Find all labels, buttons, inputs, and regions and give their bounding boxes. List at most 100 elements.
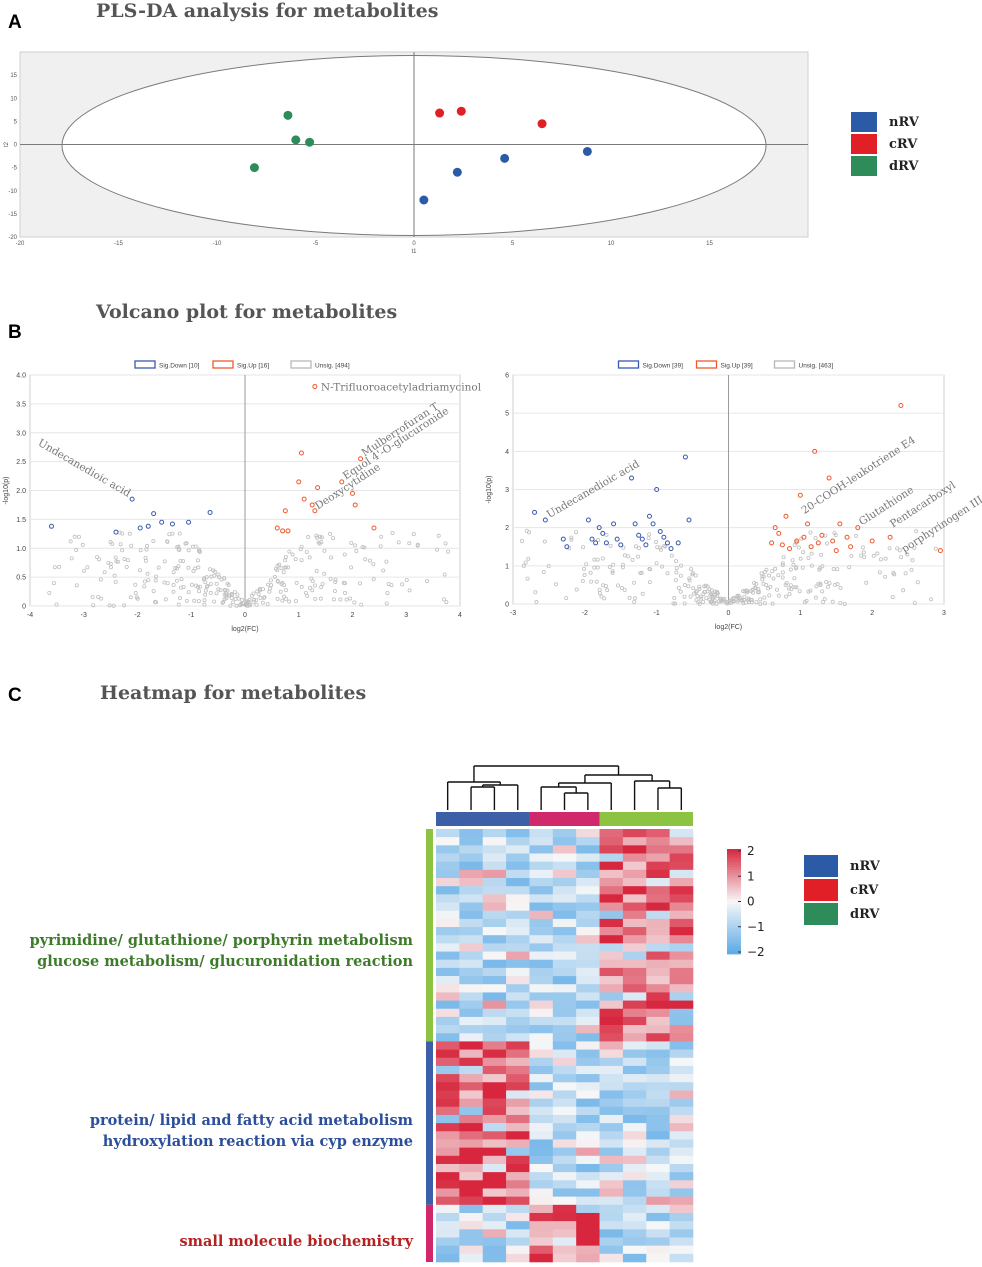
- heatmap-cell: [622, 910, 647, 920]
- unsig-point: [673, 578, 678, 583]
- heatmap-cell: [506, 853, 530, 862]
- unsig-point: [389, 583, 394, 588]
- heatmap-cell: [622, 1245, 647, 1255]
- heatmap-cell: [622, 959, 647, 969]
- heatmap-cell: [622, 878, 647, 887]
- sig-up-point: [830, 538, 836, 544]
- heatmap-cell: [669, 1245, 694, 1255]
- unsig-point: [363, 557, 368, 562]
- unsig-point: [177, 531, 182, 536]
- x-tick-label: -1: [654, 610, 660, 617]
- heatmap-cell: [506, 861, 530, 871]
- colorbar-step: [727, 896, 741, 900]
- unsig-point: [308, 585, 313, 590]
- heatmap-cell: [622, 1188, 647, 1197]
- cluster-label-line: protein/ lipid and fatty acid metabolism: [89, 1112, 413, 1129]
- heatmap-cell: [646, 869, 670, 879]
- heatmap-cell: [506, 943, 530, 952]
- heatmap-cell: [646, 894, 670, 903]
- heatmap-cell: [459, 894, 484, 903]
- unsig-point: [283, 558, 288, 563]
- sig-down-point: [159, 519, 165, 525]
- unsig-point: [776, 593, 781, 598]
- unsig-point: [859, 553, 864, 558]
- unsig-point: [833, 582, 838, 587]
- unsig-point: [163, 597, 168, 602]
- unsig-point: [338, 597, 343, 602]
- sig-down-point: [632, 521, 638, 527]
- heatmap-cell: [436, 1033, 460, 1042]
- sig-up-point: [282, 508, 288, 514]
- unsig-point: [106, 560, 111, 565]
- data-point-nrv: [582, 146, 592, 156]
- heatmap-cell: [622, 894, 647, 903]
- heatmap-cell: [482, 1204, 507, 1214]
- heatmap-group-legend: nRV cRV dRV: [804, 854, 880, 926]
- unsig-point: [864, 580, 869, 585]
- heatmap-cell: [669, 943, 694, 952]
- unsig-point: [790, 558, 795, 563]
- y-tick-label: 5: [14, 119, 18, 125]
- sig-up-point: [301, 496, 307, 502]
- unsig-point: [595, 538, 600, 543]
- heatmap-cell: [622, 1139, 647, 1148]
- heatmap-cell: [529, 1253, 554, 1263]
- sig-down-point: [643, 542, 649, 548]
- x-tick-label: 0: [412, 241, 416, 247]
- unsig-point: [794, 585, 799, 590]
- unsig-point: [569, 535, 574, 540]
- unsig-point: [91, 603, 96, 608]
- heatmap-cell: [529, 1147, 554, 1157]
- unsig-point: [595, 557, 600, 562]
- unsig-point: [208, 590, 213, 595]
- heatmap-cell: [552, 1212, 577, 1222]
- sig-down-point: [207, 509, 213, 515]
- x-tick-label: -1: [188, 612, 194, 619]
- sig-down-point: [650, 521, 656, 527]
- heatmap-cell: [506, 1155, 530, 1165]
- heatmap-cell: [482, 1049, 507, 1059]
- heatmap-cell: [459, 837, 484, 846]
- colorbar-step: [727, 851, 741, 855]
- unsig-point: [371, 577, 376, 582]
- heatmap-cell: [622, 1155, 647, 1165]
- unsig-point: [268, 578, 273, 583]
- unsig-point: [76, 534, 81, 539]
- heatmap-cell: [552, 1229, 577, 1238]
- heatmap-cell: [622, 1074, 647, 1083]
- unsig-point: [359, 602, 364, 607]
- heatmap-cell: [506, 951, 530, 961]
- sig-up-point: [801, 534, 807, 540]
- heatmap-cell: [669, 1114, 694, 1124]
- heatmap-cell: [552, 1114, 577, 1124]
- legend-item-crv: cRV: [851, 133, 919, 155]
- heatmap-cell: [669, 927, 694, 936]
- unsig-point: [569, 537, 574, 542]
- heatmap-cell: [482, 1131, 507, 1140]
- legend-chip: [134, 360, 156, 369]
- heatmap-cell: [436, 1180, 460, 1189]
- heatmap-cell: [529, 918, 554, 928]
- heatmap-cell: [436, 837, 460, 846]
- unsig-point: [767, 593, 772, 598]
- heatmap-cell: [576, 927, 600, 936]
- unsig-point: [120, 548, 125, 553]
- x-tick-label: -2: [582, 610, 588, 617]
- legend-label: dRV: [889, 158, 919, 174]
- sig-up-point: [819, 532, 825, 538]
- heatmap-cell: [552, 878, 577, 887]
- unsig-point: [90, 594, 95, 599]
- heatmap-cell: [576, 984, 600, 993]
- heatmap-cell: [506, 1033, 530, 1042]
- unsig-point: [835, 582, 840, 587]
- heatmap-cell: [482, 918, 507, 928]
- heatmap-cell: [506, 902, 530, 911]
- unsig-point: [193, 544, 198, 549]
- heatmap-cell: [646, 1065, 670, 1075]
- heatmap-cell: [599, 902, 624, 911]
- heatmap-cell: [552, 1090, 577, 1099]
- heatmap-cell: [576, 1139, 600, 1148]
- heatmap-cell: [436, 1049, 460, 1059]
- unsig-point: [153, 599, 158, 604]
- unsig-point: [676, 585, 681, 590]
